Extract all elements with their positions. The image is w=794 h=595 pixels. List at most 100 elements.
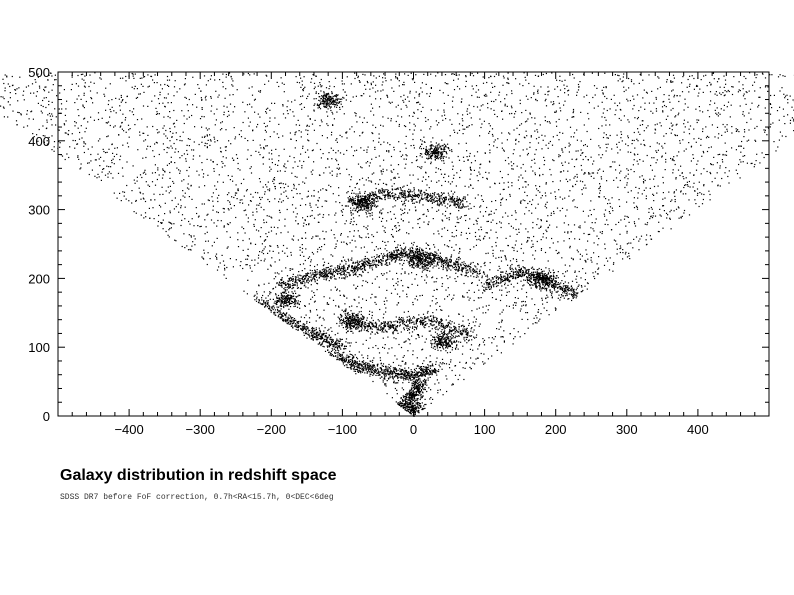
galaxy-point [495, 245, 497, 247]
galaxy-point [451, 384, 453, 386]
galaxy-point [644, 102, 646, 104]
galaxy-point [606, 147, 608, 149]
galaxy-point [537, 89, 539, 91]
galaxy-point [771, 107, 773, 109]
galaxy-point [421, 140, 423, 142]
galaxy-point [193, 149, 195, 151]
galaxy-point [309, 311, 312, 313]
galaxy-point [383, 372, 385, 374]
galaxy-point [174, 80, 176, 82]
galaxy-point [502, 250, 504, 252]
galaxy-point [441, 309, 443, 311]
galaxy-point [488, 160, 491, 162]
galaxy-point [678, 112, 680, 114]
galaxy-point [104, 152, 107, 154]
galaxy-point [487, 358, 489, 360]
galaxy-point [409, 90, 411, 92]
galaxy-point [485, 252, 487, 255]
galaxy-point [568, 89, 570, 91]
galaxy-point [603, 132, 605, 134]
galaxy-point [52, 84, 54, 86]
galaxy-point [408, 332, 411, 334]
galaxy-point [547, 94, 549, 96]
galaxy-point [670, 209, 672, 211]
galaxy-point [297, 239, 299, 241]
galaxy-point [534, 117, 536, 119]
galaxy-point [383, 230, 385, 232]
galaxy-point [695, 203, 697, 205]
galaxy-point [194, 93, 196, 95]
galaxy-point [181, 214, 184, 216]
galaxy-point [769, 74, 771, 76]
galaxy-point [7, 116, 9, 118]
galaxy-point [634, 147, 636, 149]
galaxy-point [325, 231, 327, 233]
galaxy-point [556, 207, 559, 209]
galaxy-point [527, 202, 529, 205]
galaxy-point [725, 154, 728, 156]
galaxy-point [527, 231, 529, 233]
galaxy-point [352, 217, 355, 219]
galaxy-point [388, 150, 390, 152]
galaxy-point [317, 199, 319, 201]
galaxy-point [305, 177, 307, 179]
galaxy-point [278, 259, 281, 261]
galaxy-point [719, 167, 721, 169]
galaxy-point [492, 135, 494, 137]
galaxy-point [285, 183, 287, 185]
galaxy-point [471, 124, 473, 126]
galaxy-point [524, 181, 526, 183]
galaxy-point [103, 150, 105, 153]
galaxy-point [387, 366, 389, 368]
galaxy-point [90, 81, 92, 83]
galaxy-point [527, 327, 529, 329]
galaxy-point [538, 167, 541, 169]
galaxy-point [398, 225, 400, 227]
galaxy-point [134, 124, 136, 126]
galaxy-point [402, 212, 404, 215]
galaxy-point [119, 126, 121, 128]
galaxy-point [625, 225, 627, 227]
galaxy-point [470, 173, 472, 175]
galaxy-point [390, 179, 392, 181]
galaxy-point [504, 256, 506, 258]
galaxy-point [764, 129, 766, 131]
galaxy-point [346, 192, 348, 194]
galaxy-point [604, 223, 606, 225]
galaxy-point [167, 102, 169, 104]
galaxy-point [146, 148, 148, 150]
galaxy-point [296, 176, 298, 178]
galaxy-point [522, 304, 525, 306]
galaxy-point [153, 193, 155, 195]
galaxy-point [624, 215, 626, 217]
galaxy-point [313, 189, 315, 192]
galaxy-point [452, 297, 454, 299]
galaxy-point [481, 199, 483, 201]
galaxy-point [332, 124, 334, 126]
galaxy-point [370, 181, 373, 183]
galaxy-point [458, 129, 461, 131]
galaxy-point [212, 192, 214, 194]
galaxy-point [27, 85, 30, 87]
galaxy-point [281, 82, 283, 84]
galaxy-point [739, 105, 741, 107]
galaxy-point [501, 110, 503, 112]
galaxy-point [571, 280, 574, 282]
galaxy-point [264, 258, 266, 260]
galaxy-point [393, 183, 395, 185]
galaxy-point [441, 184, 443, 187]
galaxy-point [370, 263, 372, 265]
galaxy-point [379, 179, 381, 181]
galaxy-point [351, 315, 353, 317]
galaxy-point [345, 242, 348, 244]
galaxy-point [627, 169, 629, 171]
galaxy-point [411, 162, 413, 164]
galaxy-point [170, 156, 172, 158]
galaxy-point [532, 323, 534, 325]
galaxy-point [471, 85, 473, 87]
galaxy-point [446, 217, 448, 219]
galaxy-point [429, 355, 431, 357]
galaxy-point [170, 161, 172, 163]
galaxy-point [582, 210, 584, 212]
galaxy-point [295, 131, 297, 133]
